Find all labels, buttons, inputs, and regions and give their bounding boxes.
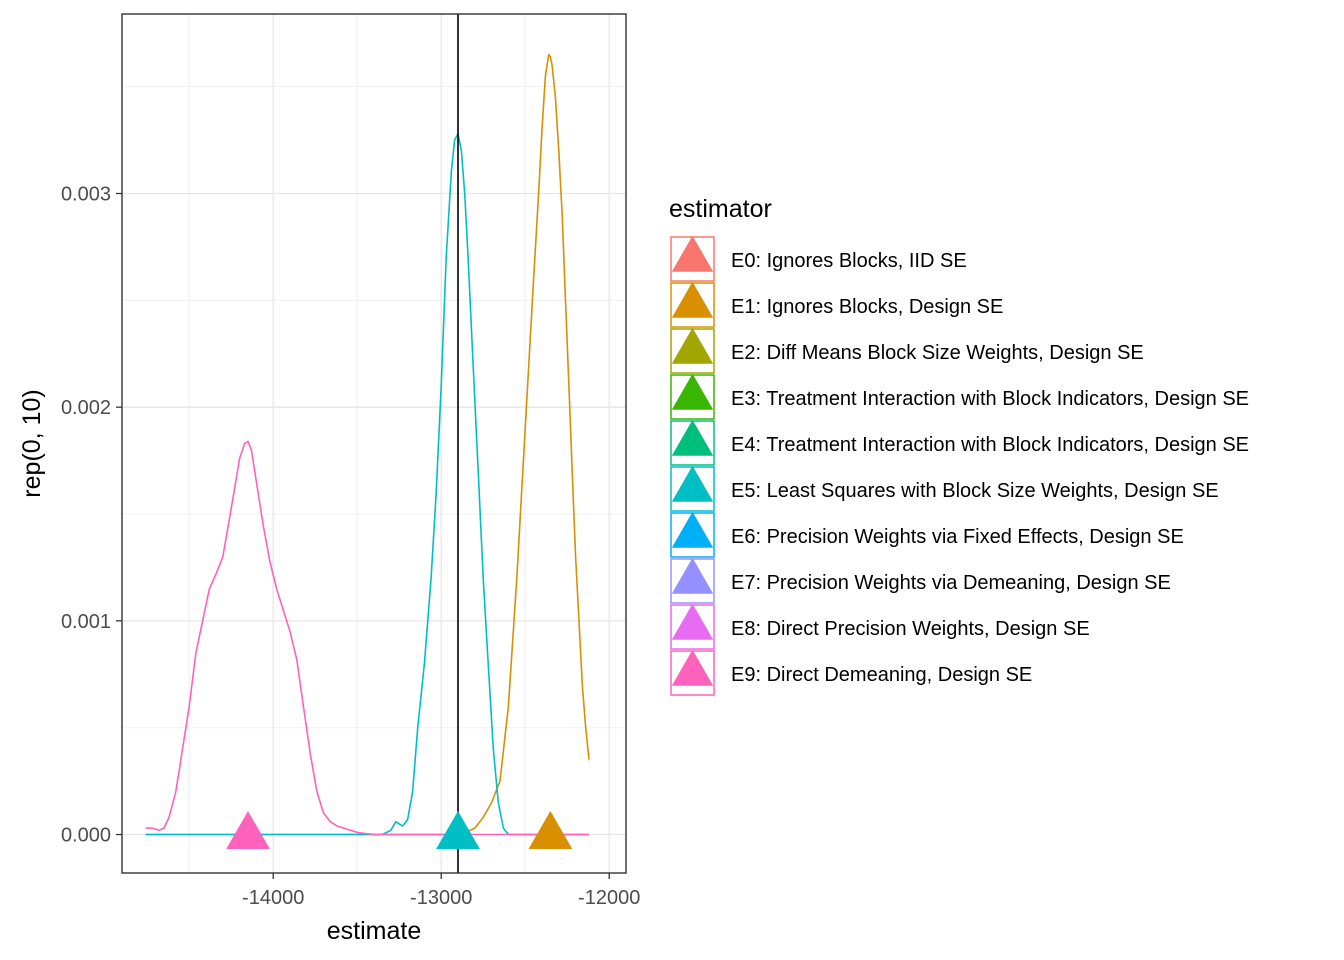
- x-tick-label: -13000: [410, 887, 472, 909]
- legend-key-triangle: [671, 327, 714, 364]
- legend-key-triangle: [671, 557, 714, 594]
- y-axis-title: rep(0, 10): [18, 389, 46, 497]
- legend-label: E1: Ignores Blocks, Design SE: [731, 296, 1003, 318]
- x-axis-title: estimate: [327, 917, 421, 945]
- x-tick-label: -14000: [242, 887, 304, 909]
- density-line-1: [145, 132, 589, 836]
- legend-label: E7: Precision Weights via Demeaning, Des…: [731, 572, 1171, 594]
- legend-key-triangle: [671, 281, 714, 318]
- axes: -14000 -13000 -12000 0.000 0.001 0.002 0.003: [61, 183, 640, 909]
- y-tick-label: 0.001: [61, 611, 111, 633]
- density-series: [145, 53, 590, 836]
- legend-label: E0: Ignores Blocks, IID SE: [731, 250, 967, 272]
- legend-label: E8: Direct Precision Weights, Design SE: [731, 618, 1090, 640]
- legend-label: E5: Least Squares with Block Size Weight…: [731, 480, 1219, 502]
- legend-label: E2: Diff Means Block Size Weights, Desig…: [731, 342, 1144, 364]
- y-tick-label: 0.000: [61, 825, 111, 847]
- panel-border: [121, 13, 627, 874]
- legend-label: E3: Treatment Interaction with Block Ind…: [731, 388, 1249, 410]
- y-tick-label: 0.002: [61, 397, 111, 419]
- estimate-marker-0: [226, 811, 270, 849]
- x-tick-label: -12000: [578, 887, 640, 909]
- estimate-marker-1: [436, 811, 480, 849]
- y-tick-label: 0.003: [61, 183, 111, 205]
- legend-key-triangle: [671, 235, 714, 272]
- legend-label: E9: Direct Demeaning, Design SE: [731, 664, 1032, 686]
- grid-lines: [122, 14, 626, 873]
- legend-key-triangle: [671, 511, 714, 548]
- legend-key-triangle: [671, 419, 714, 456]
- legend-key-triangle: [671, 649, 714, 686]
- legend-label: E6: Precision Weights via Fixed Effects,…: [731, 526, 1184, 548]
- legend-key-triangle: [671, 465, 714, 502]
- legend-key-triangle: [671, 373, 714, 410]
- legend: estimator E0: Ignores Blocks, IID SE E1: …: [669, 195, 1249, 696]
- estimate-marker-2: [528, 811, 573, 849]
- legend-title: estimator: [669, 195, 772, 223]
- legend-key-triangle: [671, 603, 714, 640]
- density-line-0: [145, 53, 590, 836]
- density-line-2: [145, 440, 589, 836]
- legend-label: E4: Treatment Interaction with Block Ind…: [731, 434, 1249, 456]
- estimate-markers: [226, 811, 573, 849]
